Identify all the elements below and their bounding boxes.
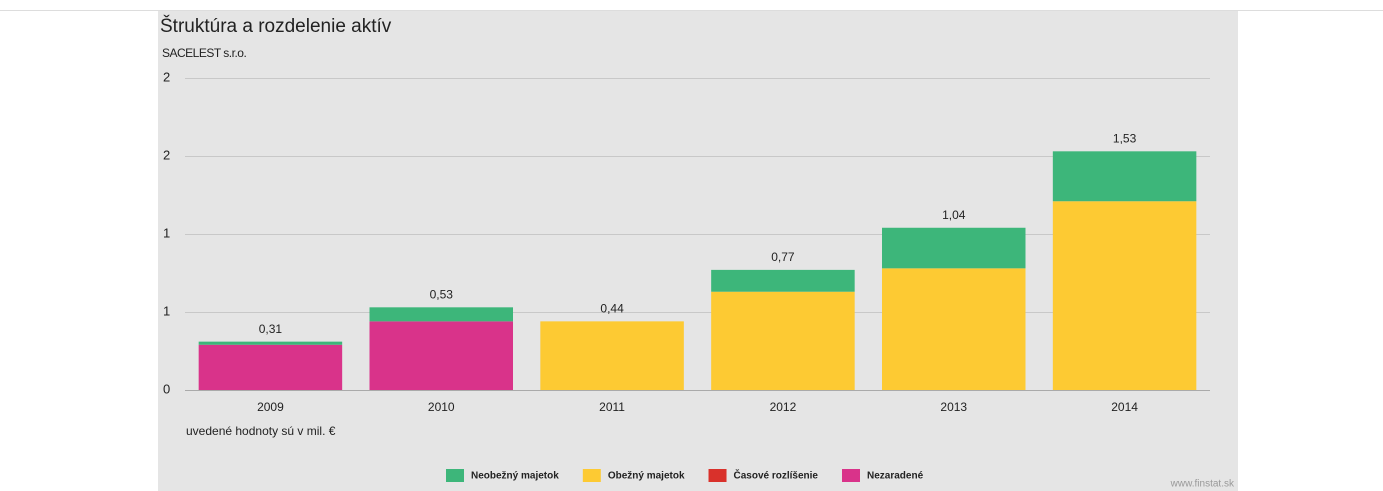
y-tick-label: 0 <box>163 381 170 396</box>
bar-segment <box>369 307 513 322</box>
total-label: 0,31 <box>259 322 283 336</box>
y-tick-label: 1 <box>163 225 170 240</box>
source: www.finstat.sk <box>1170 479 1235 490</box>
bar-segment <box>882 227 1026 269</box>
legend-label: Obežný majetok <box>608 471 685 482</box>
y-tick-label: 1 <box>163 303 170 318</box>
bar-segment <box>711 291 855 390</box>
total-label: 0,53 <box>430 287 454 301</box>
x-tick-label: 2014 <box>1111 400 1138 414</box>
y-tick-label: 2 <box>163 147 170 162</box>
bar-segment <box>711 269 855 292</box>
x-tick-label: 2009 <box>257 400 284 414</box>
bar-segment <box>1052 151 1197 202</box>
bar-segment <box>369 321 513 390</box>
legend-label: Neobežný majetok <box>471 471 559 482</box>
note: uvedené hodnoty sú v mil. € <box>186 424 336 438</box>
legend-swatch <box>446 469 464 482</box>
bar-segment <box>882 268 1026 390</box>
y-tick-label: 2 <box>163 69 170 84</box>
total-label: 1,04 <box>942 208 966 222</box>
legend-swatch <box>708 469 727 482</box>
chart-title: Štruktúra a rozdelenie aktív <box>160 15 392 37</box>
legend-label: Nezaradené <box>867 471 924 482</box>
x-tick-label: 2011 <box>599 400 625 414</box>
legend-swatch <box>842 469 860 482</box>
total-label: 0,44 <box>600 302 624 316</box>
legend-label: Časové rozlíšenie <box>734 469 819 482</box>
total-label: 1,53 <box>1113 131 1137 145</box>
bar-segment <box>198 344 343 390</box>
x-tick-label: 2012 <box>770 400 797 414</box>
bar-segment <box>540 321 684 390</box>
x-tick-label: 2013 <box>940 400 967 414</box>
total-label: 0,77 <box>771 250 795 264</box>
bar-segment <box>198 341 343 345</box>
chart-subtitle: SACELEST s.r.o. <box>162 46 246 60</box>
legend-swatch <box>582 469 601 482</box>
bar-segment <box>1052 201 1197 390</box>
x-tick-label: 2010 <box>428 400 455 414</box>
